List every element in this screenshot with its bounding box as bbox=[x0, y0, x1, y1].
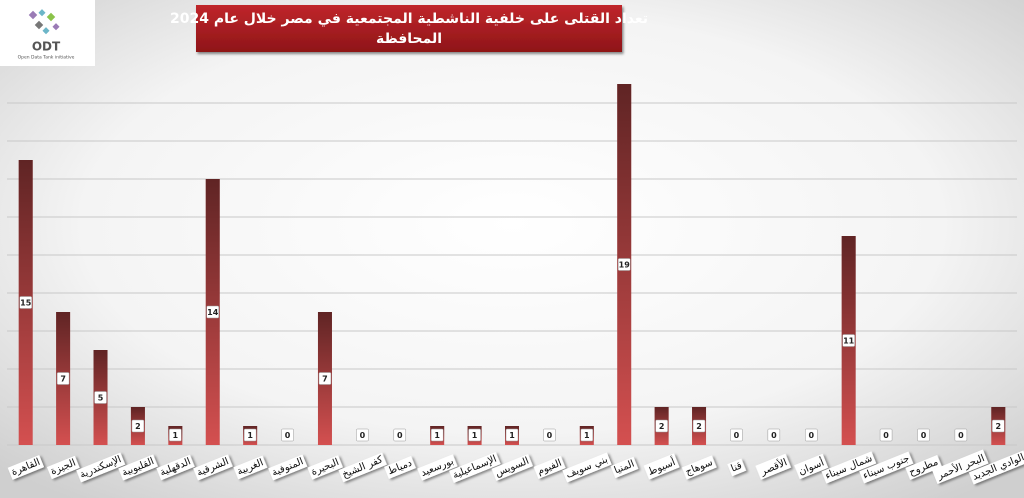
value-label-box bbox=[617, 258, 631, 271]
value-label: 1 bbox=[472, 431, 478, 440]
value-label-box bbox=[730, 428, 743, 442]
x-tick-box bbox=[727, 458, 747, 477]
x-tick: المنيا bbox=[610, 456, 639, 479]
value-label-box bbox=[356, 428, 369, 442]
x-tick-box bbox=[233, 455, 268, 480]
value-label: 0 bbox=[397, 431, 403, 440]
x-tick-box bbox=[417, 454, 458, 481]
x-tick-box bbox=[76, 452, 126, 483]
x-tick-box bbox=[307, 455, 343, 480]
value-label: 5 bbox=[98, 394, 104, 403]
logo-box bbox=[0, 0, 95, 66]
chart-subtitle: المحافظة bbox=[376, 31, 442, 47]
value-label-box bbox=[19, 296, 32, 309]
x-tick-box bbox=[384, 455, 416, 479]
x-tick-box bbox=[156, 454, 195, 481]
x-tick-box bbox=[7, 455, 45, 480]
logo-tagline: Open Data Tank initiative bbox=[18, 55, 75, 61]
value-label: 0 bbox=[734, 431, 740, 440]
x-tick-box bbox=[448, 452, 501, 483]
chart-title: تعداد القتلى على خلفية الناشطية المجتمعي… bbox=[170, 11, 648, 27]
value-label-box bbox=[954, 428, 968, 442]
value-label: 1 bbox=[173, 431, 179, 440]
x-tick-box bbox=[859, 451, 914, 484]
value-label-box bbox=[805, 428, 818, 442]
logo-name: ODT bbox=[32, 40, 61, 54]
x-tick-box bbox=[118, 454, 158, 481]
value-label: 2 bbox=[996, 422, 1002, 431]
x-tick-box bbox=[931, 449, 989, 484]
value-label: 7 bbox=[60, 375, 66, 384]
x-tick-box bbox=[562, 452, 612, 483]
x-tick-box bbox=[338, 452, 387, 483]
value-label-box bbox=[318, 372, 332, 385]
value-label-box bbox=[131, 419, 145, 433]
value-label: 1 bbox=[247, 431, 253, 440]
title-box bbox=[196, 5, 622, 52]
value-label: 0 bbox=[360, 431, 366, 440]
value-label-box bbox=[692, 419, 706, 433]
x-tick-box bbox=[491, 454, 533, 481]
value-label: 14 bbox=[207, 308, 219, 317]
value-label: 1 bbox=[509, 431, 515, 440]
value-label-box bbox=[767, 428, 781, 442]
value-label-box bbox=[243, 428, 257, 442]
x-tick-box bbox=[821, 451, 877, 484]
value-label: 1 bbox=[434, 431, 440, 440]
value-label-box bbox=[281, 428, 294, 442]
value-label-box bbox=[206, 305, 219, 319]
x-tick-box bbox=[268, 454, 308, 481]
value-label-box bbox=[543, 428, 556, 442]
value-label-box bbox=[94, 391, 107, 404]
value-label: 2 bbox=[659, 422, 665, 431]
value-label: 11 bbox=[843, 337, 855, 346]
value-label: 0 bbox=[958, 431, 964, 440]
x-tick-box bbox=[794, 453, 829, 480]
x-tick-box bbox=[755, 453, 792, 480]
value-label-box bbox=[580, 428, 594, 442]
value-label: 19 bbox=[619, 261, 631, 270]
value-label: 0 bbox=[547, 431, 553, 440]
x-tick-box bbox=[193, 454, 233, 481]
value-label: 0 bbox=[883, 431, 889, 440]
x-tick-box bbox=[968, 450, 1024, 485]
x-tick-box bbox=[905, 454, 943, 480]
x-tick-box bbox=[533, 455, 566, 479]
x-tick-label: قنا bbox=[730, 460, 744, 474]
value-label: 2 bbox=[696, 422, 702, 431]
value-label: 0 bbox=[285, 431, 291, 440]
value-label: 15 bbox=[20, 299, 32, 308]
value-label-box bbox=[169, 428, 182, 442]
value-label-box bbox=[393, 428, 407, 442]
value-label-box bbox=[655, 419, 668, 433]
x-tick-box bbox=[643, 453, 680, 480]
value-label: 1 bbox=[584, 431, 590, 440]
x-tick-box bbox=[681, 455, 717, 480]
x-tick-box bbox=[610, 456, 639, 479]
value-label-box bbox=[430, 428, 444, 442]
value-label-box bbox=[468, 428, 481, 442]
value-label-box bbox=[842, 334, 855, 347]
value-label-box bbox=[992, 419, 1005, 433]
logo: ODT Open Data Tank initiative bbox=[0, 0, 95, 66]
x-tick: قنا bbox=[727, 458, 747, 477]
x-tick-box bbox=[46, 455, 80, 480]
value-label-box bbox=[917, 428, 930, 442]
value-label: 0 bbox=[921, 431, 927, 440]
value-label-box bbox=[879, 428, 893, 442]
value-label-box bbox=[505, 428, 519, 442]
value-label: 0 bbox=[771, 431, 777, 440]
value-label: 0 bbox=[808, 431, 814, 440]
value-label: 7 bbox=[322, 375, 328, 384]
value-label: 2 bbox=[135, 422, 141, 431]
value-label-box bbox=[56, 372, 70, 385]
